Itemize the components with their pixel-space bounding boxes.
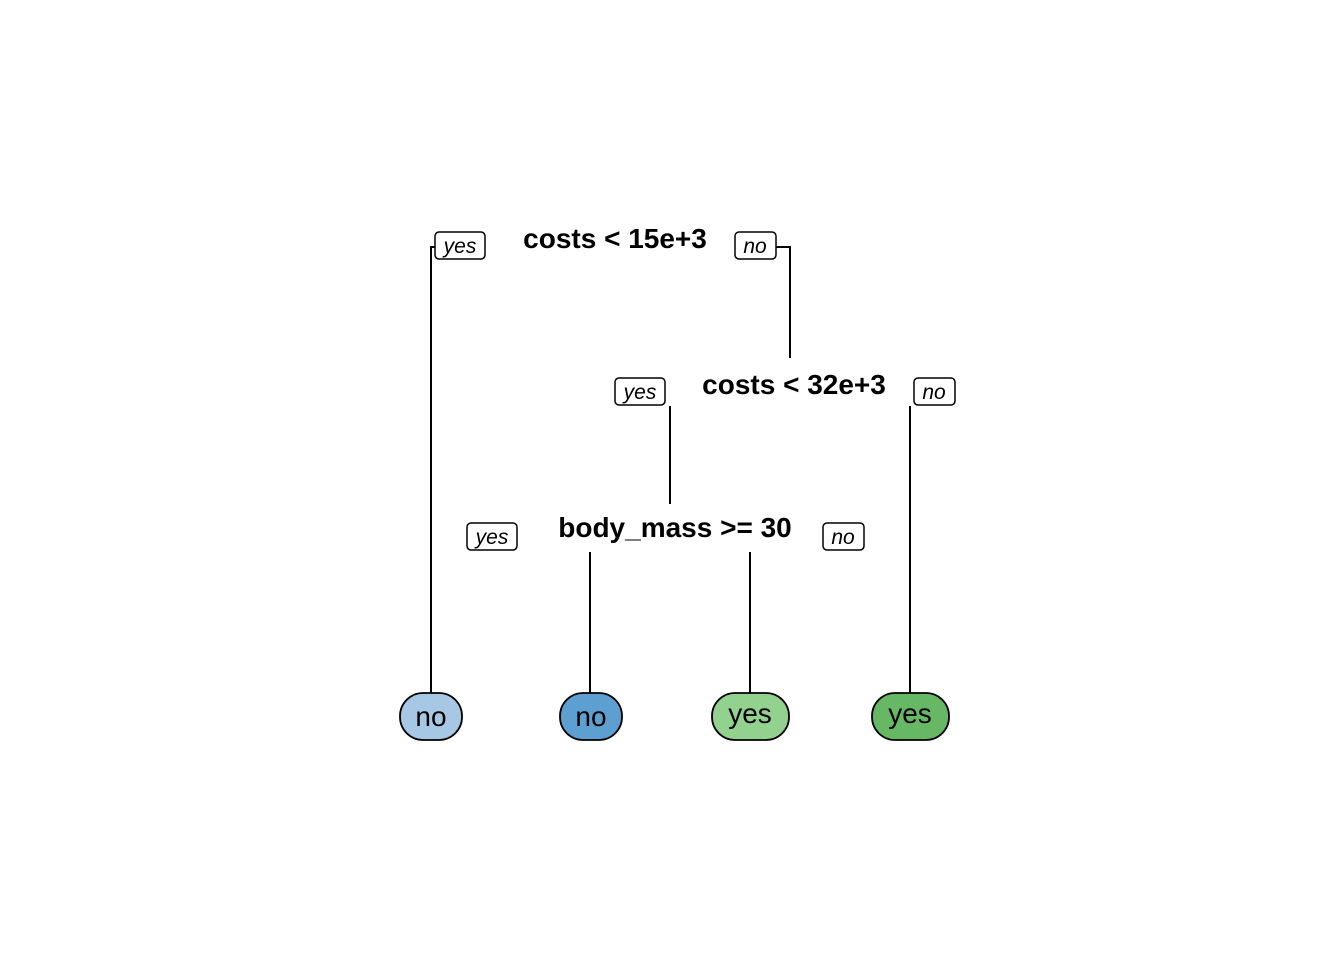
leaf-label-4: yes: [888, 698, 932, 729]
branch-label-yes-root: yes: [442, 235, 477, 258]
leaf-label-3: yes: [728, 698, 772, 729]
branch-label-no-root: no: [743, 235, 767, 258]
leaf-label-1: no: [415, 701, 446, 732]
branch-tag-yes-node-3: [466, 522, 518, 551]
split-node-2: costs < 32e+3 yes no: [614, 369, 956, 406]
branch-label-yes-node-3: yes: [474, 526, 509, 549]
edge-root-to-leaf-1: [430, 246, 437, 695]
branch-label-no-node-2: no: [922, 381, 946, 404]
leaf-box-4: [871, 692, 950, 741]
split-node-3: body_mass >= 30 yes no: [466, 512, 865, 551]
leaf-box-2: [559, 692, 623, 741]
leaf-node-3: yes: [711, 692, 790, 741]
branch-tag-no-root: [734, 231, 777, 260]
branch-tag-no-node-3: [822, 522, 865, 551]
branch-tag-yes-node-2: [614, 377, 666, 406]
leaf-box-1: [399, 692, 463, 741]
tree-edges: [430, 246, 911, 695]
leaf-node-4: yes: [871, 692, 950, 741]
leaf-box-3: [711, 692, 790, 741]
branch-tag-no-node-2: [913, 377, 956, 406]
leaf-nodes: no no yes yes: [399, 692, 950, 741]
split-label-node-3: body_mass >= 30: [558, 512, 791, 543]
branch-label-yes-node-2: yes: [622, 381, 657, 404]
edge-root-to-node-2: [776, 246, 791, 358]
branch-label-no-node-3: no: [831, 526, 855, 549]
split-node-root: costs < 15e+3 yes no: [434, 223, 777, 260]
leaf-node-2: no: [559, 692, 623, 741]
leaf-node-1: no: [399, 692, 463, 741]
split-label-node-2: costs < 32e+3: [702, 369, 886, 400]
branch-tag-yes-root: [434, 231, 486, 260]
leaf-label-2: no: [575, 701, 606, 732]
split-label-root: costs < 15e+3: [523, 223, 707, 254]
